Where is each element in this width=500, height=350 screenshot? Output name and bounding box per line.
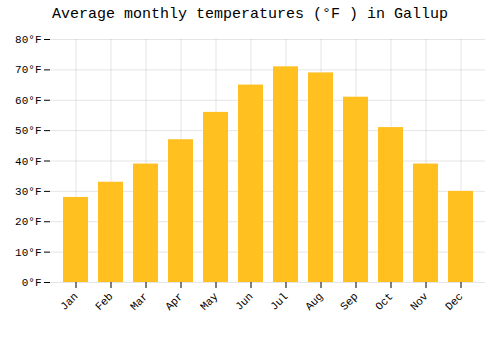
svg-text:Jun: Jun [233, 290, 255, 312]
svg-text:Aug: Aug [303, 290, 325, 312]
svg-text:50°F: 50°F [15, 125, 41, 137]
svg-text:Feb: Feb [93, 290, 115, 312]
svg-text:Nov: Nov [408, 290, 431, 313]
svg-text:30°F: 30°F [15, 186, 41, 198]
svg-text:0°F: 0°F [22, 277, 42, 289]
svg-text:Dec: Dec [443, 290, 465, 312]
svg-text:Oct: Oct [373, 290, 395, 312]
html-text:Average monthly temperatures (: Average monthly temperatures (°F ) in Ga… [52, 6, 448, 23]
svg-text:Jan: Jan [58, 290, 80, 312]
svg-text:May: May [198, 290, 221, 313]
svg-text:Sep: Sep [338, 290, 360, 312]
svg-text:60°F: 60°F [15, 95, 41, 107]
svg-text:80°F: 80°F [15, 34, 41, 46]
svg-text:70°F: 70°F [15, 64, 41, 76]
svg-text:Apr: Apr [163, 290, 185, 312]
svg-text:Jul: Jul [268, 290, 290, 312]
svg-text:20°F: 20°F [15, 216, 41, 228]
svg-text:Mar: Mar [128, 290, 150, 312]
svg-text:10°F: 10°F [15, 247, 41, 259]
svg-text:40°F: 40°F [15, 156, 41, 168]
